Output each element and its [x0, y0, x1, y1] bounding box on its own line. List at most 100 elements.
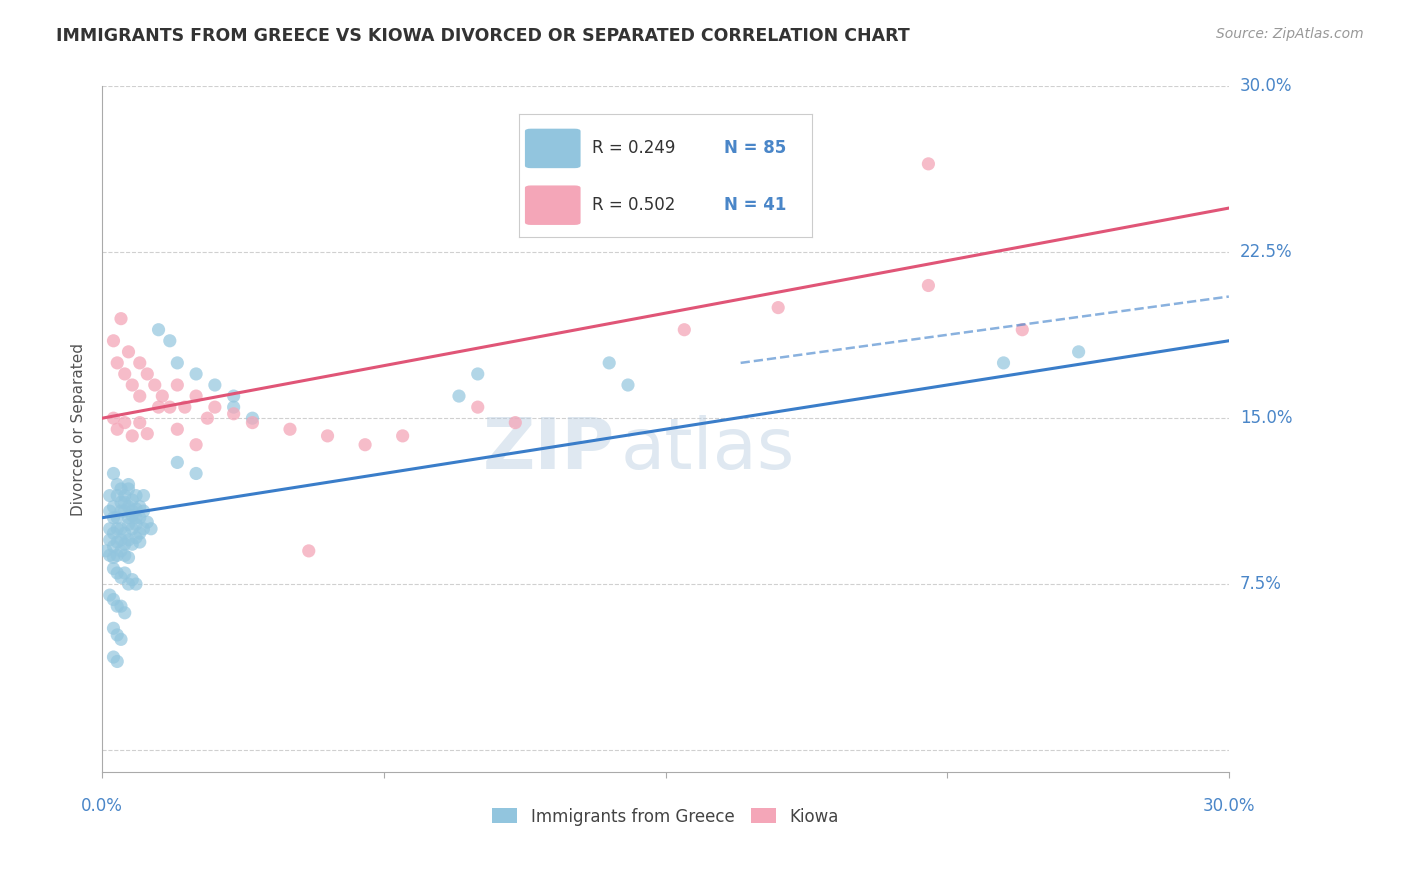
Point	[125, 517, 148, 532]
Point	[1067, 344, 1090, 359]
Point	[242, 416, 264, 430]
Point	[391, 429, 413, 443]
Point	[132, 489, 155, 503]
Point	[117, 482, 139, 496]
Point	[121, 537, 143, 551]
Text: 15.0%: 15.0%	[1240, 409, 1292, 427]
Point	[110, 544, 132, 558]
Point	[110, 504, 132, 518]
Point	[114, 537, 136, 551]
Point	[598, 356, 620, 370]
Point	[128, 356, 150, 370]
Point	[673, 323, 696, 337]
Point	[114, 495, 136, 509]
Point	[105, 549, 128, 563]
Point	[103, 467, 125, 481]
Point	[166, 422, 188, 436]
Point	[103, 650, 125, 665]
Text: 0.0%: 0.0%	[82, 797, 124, 815]
Point	[184, 438, 207, 452]
Text: 7.5%: 7.5%	[1240, 575, 1282, 593]
Point	[105, 477, 128, 491]
Point	[125, 501, 148, 516]
Point	[114, 489, 136, 503]
Point	[103, 526, 125, 541]
Text: 22.5%: 22.5%	[1240, 244, 1292, 261]
Point	[117, 344, 139, 359]
Point	[121, 429, 143, 443]
Point	[121, 522, 143, 536]
Point	[117, 477, 139, 491]
Point	[136, 515, 159, 529]
Point	[136, 367, 159, 381]
Point	[114, 367, 136, 381]
Point	[114, 549, 136, 563]
Point	[136, 426, 159, 441]
Point	[125, 531, 148, 545]
Point	[105, 535, 128, 549]
Text: ZIP: ZIP	[482, 416, 614, 484]
Point	[117, 533, 139, 547]
Point	[148, 400, 170, 414]
Point	[105, 628, 128, 642]
Point	[103, 500, 125, 514]
Point	[103, 540, 125, 554]
Point	[98, 588, 121, 602]
Point	[128, 526, 150, 541]
Y-axis label: Divorced or Separated: Divorced or Separated	[72, 343, 86, 516]
Point	[278, 422, 301, 436]
Point	[105, 489, 128, 503]
Point	[105, 422, 128, 436]
Point	[110, 632, 132, 647]
Text: atlas: atlas	[620, 416, 794, 484]
Point	[114, 416, 136, 430]
Text: 30.0%: 30.0%	[1240, 78, 1292, 95]
Point	[1011, 323, 1033, 337]
Point	[150, 389, 173, 403]
Point	[114, 566, 136, 580]
Point	[117, 577, 139, 591]
Point	[98, 489, 121, 503]
Point	[222, 407, 245, 421]
Point	[917, 278, 939, 293]
Point	[505, 416, 527, 430]
Point	[110, 570, 132, 584]
Point	[98, 533, 121, 547]
Point	[117, 517, 139, 532]
Point	[166, 455, 188, 469]
Point	[184, 389, 207, 403]
Point	[110, 495, 132, 509]
Point	[105, 655, 128, 669]
Point	[222, 400, 245, 414]
Point	[204, 400, 226, 414]
Point	[114, 606, 136, 620]
Point	[143, 378, 166, 392]
Point	[447, 389, 470, 403]
Legend: Immigrants from Greece, Kiowa: Immigrants from Greece, Kiowa	[485, 801, 845, 832]
Point	[204, 378, 226, 392]
Point	[98, 504, 121, 518]
Text: Source: ZipAtlas.com: Source: ZipAtlas.com	[1216, 27, 1364, 41]
Point	[128, 416, 150, 430]
Point	[103, 592, 125, 607]
Point	[103, 334, 125, 348]
Point	[159, 400, 181, 414]
Point	[617, 378, 640, 392]
Point	[195, 411, 218, 425]
Point	[128, 510, 150, 524]
Point	[110, 533, 132, 547]
Point	[125, 489, 148, 503]
Point	[242, 411, 264, 425]
Point	[103, 621, 125, 635]
Point	[125, 510, 148, 524]
Point	[105, 510, 128, 524]
Point	[121, 378, 143, 392]
Point	[121, 508, 143, 523]
Point	[121, 493, 143, 508]
Point	[917, 157, 939, 171]
Point	[166, 356, 188, 370]
Point	[148, 323, 170, 337]
Point	[117, 510, 139, 524]
Point	[159, 334, 181, 348]
Point	[467, 367, 489, 381]
